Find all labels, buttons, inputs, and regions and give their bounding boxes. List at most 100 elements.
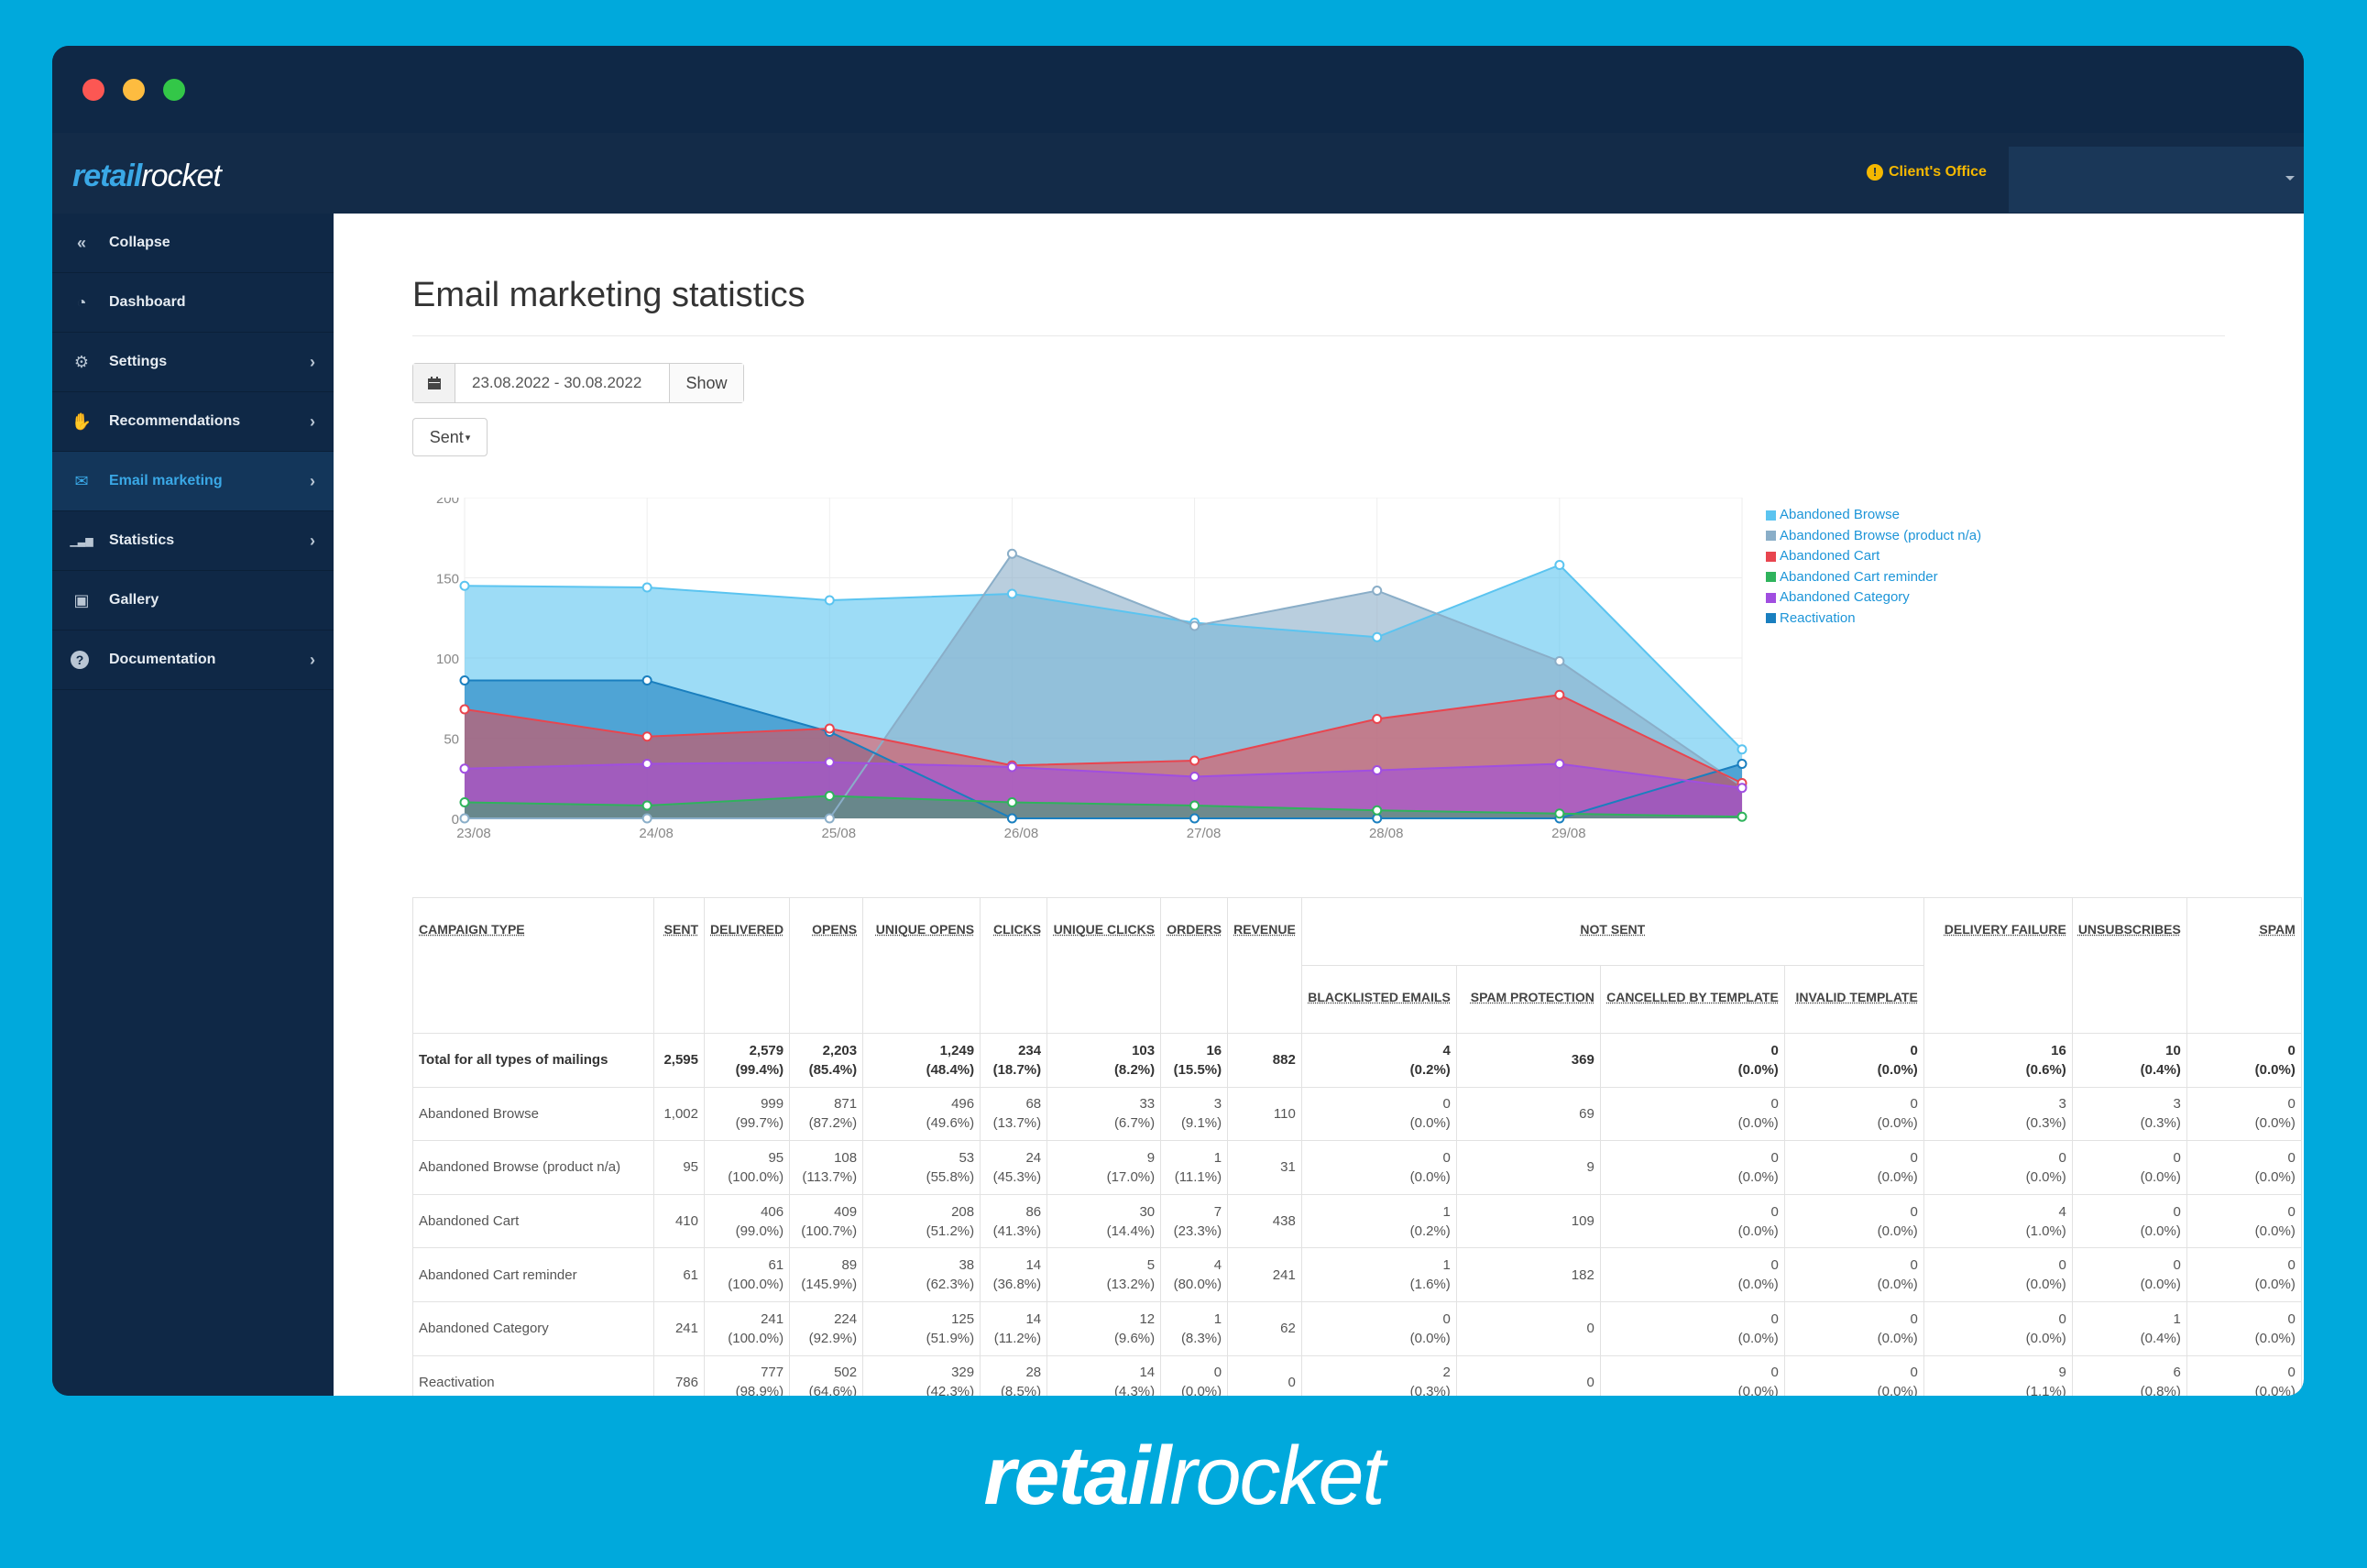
table-cell: 0 (0.0%)	[1783, 1354, 1924, 1396]
cell-percent: (15.5%)	[1173, 1061, 1222, 1078]
table-cell: 62	[1227, 1300, 1302, 1356]
table-cell: 2,203 (85.4%)	[789, 1033, 864, 1088]
sidebar-item-collapse[interactable]: « Collapse	[52, 214, 334, 273]
table-header-row: CAMPAIGN TYPE SENT DELIVERED OPENS UNIQUE OP…	[412, 897, 2302, 1034]
clients-office-link[interactable]: ! Client's Office	[1867, 164, 1987, 181]
cell-value: 109	[1571, 1213, 1594, 1230]
data-point	[459, 704, 470, 715]
cell-percent: (8.2%)	[1113, 1061, 1156, 1078]
cell-value: 0	[2058, 1149, 2066, 1166]
cell-value: 0	[1586, 1321, 1594, 1337]
column-header-not-sent[interactable]: NOT SENT	[1300, 897, 1924, 966]
table-cell: 329 (42.3%)	[862, 1354, 981, 1396]
column-header-opens[interactable]: OPENS	[789, 897, 864, 1034]
legend-item[interactable]: Abandoned Category	[1766, 587, 1981, 609]
calendar-icon[interactable]	[413, 364, 455, 402]
column-header-clicks[interactable]: CLICKS	[980, 897, 1048, 1034]
legend-swatch	[1766, 510, 1776, 521]
cell-value: 0	[1910, 1096, 1918, 1113]
sidebar-item-statistics[interactable]: ▁▃▆ Statistics ›	[52, 511, 334, 571]
sidebar-item-documentation[interactable]: ? Documentation ›	[52, 630, 334, 690]
sidebar-item-label: Statistics	[109, 532, 175, 548]
campaign-stats-table: CAMPAIGN TYPE SENT DELIVERED OPENS UNIQUE OP…	[412, 897, 2302, 1396]
cell-value: 31	[1280, 1159, 1296, 1176]
table-cell: 0 (0.0%)	[1783, 1140, 1924, 1195]
cell-value: 208	[951, 1203, 975, 1220]
column-header-revenue[interactable]: REVENUE	[1227, 897, 1302, 1034]
cell-value: 0	[1910, 1310, 1918, 1327]
cell-percent: (0.0%)	[1737, 1168, 1779, 1185]
sidebar-item-dashboard[interactable]: ◔ Dashboard	[52, 273, 334, 333]
table-cell: 224 (92.9%)	[789, 1300, 864, 1356]
data-point	[1006, 762, 1017, 773]
column-header-blacklisted[interactable]: BLACKLISTED EMAILS	[1300, 965, 1457, 1034]
table-cell: 108 (113.7%)	[789, 1140, 864, 1195]
date-range-input[interactable]: 23.08.2022 - 30.08.2022	[455, 364, 670, 402]
sidebar-item-gallery[interactable]: ▣ Gallery	[52, 571, 334, 630]
data-point	[1554, 689, 1565, 700]
legend-label: Abandoned Category	[1780, 589, 1910, 605]
table-cell: 0 (0.0%)	[2186, 1247, 2302, 1302]
table-cell: 234 (18.7%)	[980, 1033, 1048, 1088]
table-cell: 777 (98.9%)	[703, 1354, 791, 1396]
cell-value: 0	[1770, 1096, 1779, 1113]
cell-value: 2,203	[822, 1042, 858, 1058]
legend-item[interactable]: Abandoned Cart	[1766, 546, 1981, 567]
table-cell: 89 (145.9%)	[789, 1247, 864, 1302]
data-point	[824, 757, 835, 768]
cell-value: 0	[2287, 1257, 2296, 1274]
cell-value: 69	[1579, 1105, 1594, 1122]
table-cell: 109	[1455, 1193, 1601, 1249]
cell-value: 0	[2173, 1203, 2181, 1220]
column-header-sent[interactable]: SENT	[653, 897, 705, 1034]
column-header-orders[interactable]: ORDERS	[1160, 897, 1229, 1034]
data-point	[1189, 800, 1200, 811]
table-row: Abandoned Category 241 241 (100.0%) 224 (92.9…	[412, 1300, 2302, 1356]
legend-item[interactable]: Reactivation	[1766, 609, 1981, 630]
legend-item[interactable]: Abandoned Browse (product n/a)	[1766, 526, 1981, 547]
account-select[interactable]	[2009, 147, 2304, 213]
data-point	[459, 580, 470, 591]
table-subheader-row: BLACKLISTED EMAILS SPAM PROTECTION CANCELL…	[413, 965, 2302, 1034]
column-header-unique-clicks[interactable]: UNIQUE CLICKS	[1047, 897, 1162, 1034]
legend-item[interactable]: Abandoned Cart reminder	[1766, 567, 1981, 588]
table-cell: 5 (13.2%)	[1047, 1247, 1162, 1302]
cell-value: 0	[2287, 1149, 2296, 1166]
column-header-unsubscribes[interactable]: UNSUBSCRIBES	[2071, 897, 2187, 1034]
cell-percent: (87.2%)	[808, 1115, 858, 1132]
data-point	[1189, 772, 1200, 782]
data-point	[641, 759, 652, 769]
legend-item[interactable]: Abandoned Browse	[1766, 505, 1981, 526]
data-point	[641, 582, 652, 593]
column-header-cancelled[interactable]: CANCELLED BY TEMPLATE	[1599, 965, 1785, 1034]
metric-dropdown[interactable]: Sent ▾	[412, 418, 488, 456]
sidebar-item-email-marketing[interactable]: ✉ Email marketing ›	[52, 452, 334, 511]
data-point	[1372, 805, 1383, 816]
maximize-window-button[interactable]	[163, 79, 185, 101]
table-cell: 2,579 (99.4%)	[703, 1033, 791, 1088]
cell-value: 0	[1910, 1149, 1918, 1166]
sidebar-item-recommendations[interactable]: ✋ Recommendations ›	[52, 392, 334, 452]
table-cell: 86 (41.3%)	[980, 1193, 1048, 1249]
table-cell: 0 (0.0%)	[1300, 1140, 1457, 1195]
app-logo[interactable]: retailrocket	[72, 159, 222, 193]
table-cell: 1 (0.2%)	[1300, 1193, 1457, 1249]
column-header-unique-opens[interactable]: UNIQUE OPENS	[862, 897, 981, 1034]
table-cell: 241 (100.0%)	[703, 1300, 791, 1356]
column-header-delivery-failure[interactable]: DELIVERY FAILURE	[1923, 897, 2073, 1034]
column-header-spam[interactable]: SPAM	[2186, 897, 2302, 1034]
cell-percent: (0.0%)	[1877, 1330, 1918, 1346]
cell-percent: (0.4%)	[2140, 1330, 2181, 1346]
column-header-delivered[interactable]: DELIVERED	[703, 897, 791, 1034]
cell-value: 10	[2165, 1042, 2181, 1058]
minimize-window-button[interactable]	[123, 79, 145, 101]
x-tick-label: 26/08	[1004, 826, 1039, 841]
column-header-campaign-type[interactable]: CAMPAIGN TYPE	[412, 897, 654, 1034]
column-header-spam-protection[interactable]: SPAM PROTECTION	[1455, 965, 1601, 1034]
table-cell: 0 (0.0%)	[1923, 1300, 2073, 1356]
cell-percent: (0.0%)	[2254, 1223, 2296, 1239]
sidebar-item-settings[interactable]: ⚙ Settings ›	[52, 333, 334, 392]
column-header-invalid[interactable]: INVALID TEMPLATE	[1783, 965, 1924, 1034]
show-button[interactable]: Show	[670, 364, 743, 402]
close-window-button[interactable]	[82, 79, 104, 101]
